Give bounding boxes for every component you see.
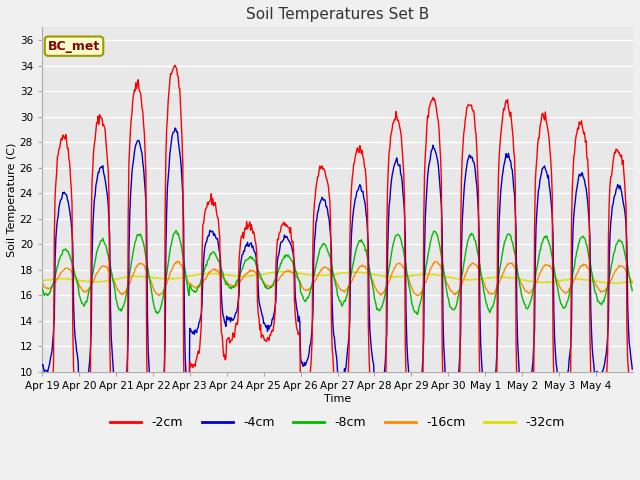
-16cm (268, 284, 276, 289)
-2cm (269, 328, 276, 334)
-4cm (172, 125, 179, 131)
-16cm (217, 271, 225, 276)
-8cm (172, 228, 180, 233)
-32cm (610, 281, 618, 287)
Line: -8cm: -8cm (42, 230, 632, 314)
-32cm (268, 270, 275, 276)
Text: BC_met: BC_met (48, 40, 100, 53)
-32cm (245, 273, 253, 279)
-2cm (628, 401, 636, 407)
-16cm (246, 267, 253, 273)
Line: -16cm: -16cm (42, 261, 632, 296)
-16cm (433, 259, 441, 265)
Legend: -2cm, -4cm, -8cm, -16cm, -32cm: -2cm, -4cm, -8cm, -16cm, -32cm (105, 411, 570, 434)
-8cm (108, 269, 115, 275)
-16cm (38, 280, 46, 286)
-4cm (38, 362, 46, 368)
-8cm (399, 245, 407, 251)
-32cm (628, 278, 636, 284)
-4cm (400, 198, 408, 204)
-16cm (415, 293, 422, 299)
-8cm (413, 312, 421, 317)
Line: -4cm: -4cm (42, 128, 632, 435)
-4cm (269, 316, 276, 322)
Y-axis label: Soil Temperature (C): Soil Temperature (C) (7, 143, 17, 257)
-32cm (275, 268, 283, 274)
-2cm (38, 420, 46, 425)
-8cm (433, 231, 441, 237)
-2cm (108, 395, 115, 400)
-8cm (246, 254, 253, 260)
-8cm (217, 264, 225, 269)
-32cm (108, 277, 115, 283)
-8cm (38, 285, 46, 290)
-2cm (218, 330, 225, 336)
-32cm (38, 278, 46, 284)
-2cm (400, 170, 408, 176)
-32cm (432, 272, 440, 278)
-2cm (433, 109, 441, 115)
-4cm (247, 240, 255, 246)
-8cm (268, 283, 276, 288)
-16cm (399, 264, 407, 270)
-4cm (433, 154, 441, 160)
-4cm (154, 432, 161, 438)
Line: -2cm: -2cm (42, 65, 632, 480)
-16cm (108, 272, 115, 278)
-16cm (174, 258, 182, 264)
Title: Soil Temperatures Set B: Soil Temperatures Set B (246, 7, 429, 22)
X-axis label: Time: Time (324, 394, 351, 404)
-4cm (218, 290, 225, 296)
-16cm (628, 279, 636, 285)
Line: -32cm: -32cm (42, 271, 632, 284)
-8cm (628, 288, 636, 294)
-4cm (628, 366, 636, 372)
-32cm (399, 273, 407, 279)
-32cm (216, 271, 223, 277)
-2cm (247, 227, 255, 233)
-2cm (172, 62, 179, 68)
-4cm (108, 335, 115, 341)
